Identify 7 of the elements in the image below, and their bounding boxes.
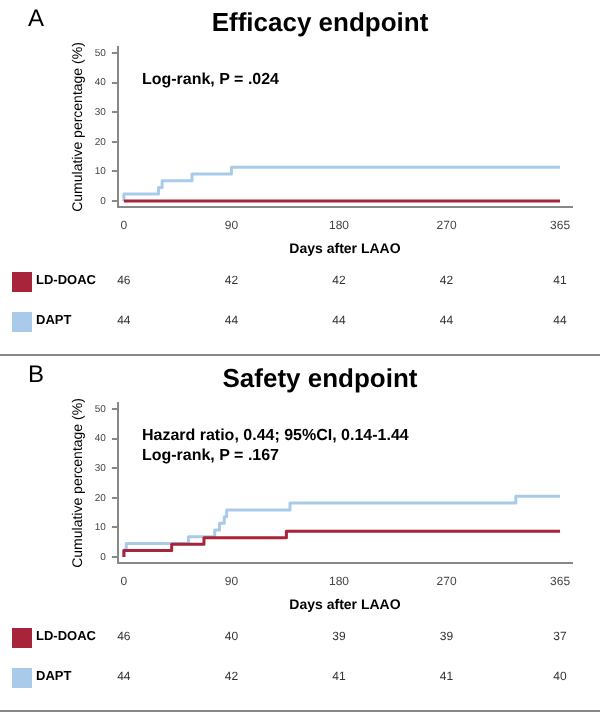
annotation: Hazard ratio, 0.44; 95%CI, 0.14-1.44 [141,425,410,444]
chart-title: Efficacy endpoint [211,6,430,37]
chart-title: Safety endpoint [222,362,419,393]
text: B [28,360,45,388]
text: A [28,4,45,32]
annotation: Log-rank, P = .167 [141,445,281,464]
annotation: Log-rank, P = .024 [141,69,281,88]
